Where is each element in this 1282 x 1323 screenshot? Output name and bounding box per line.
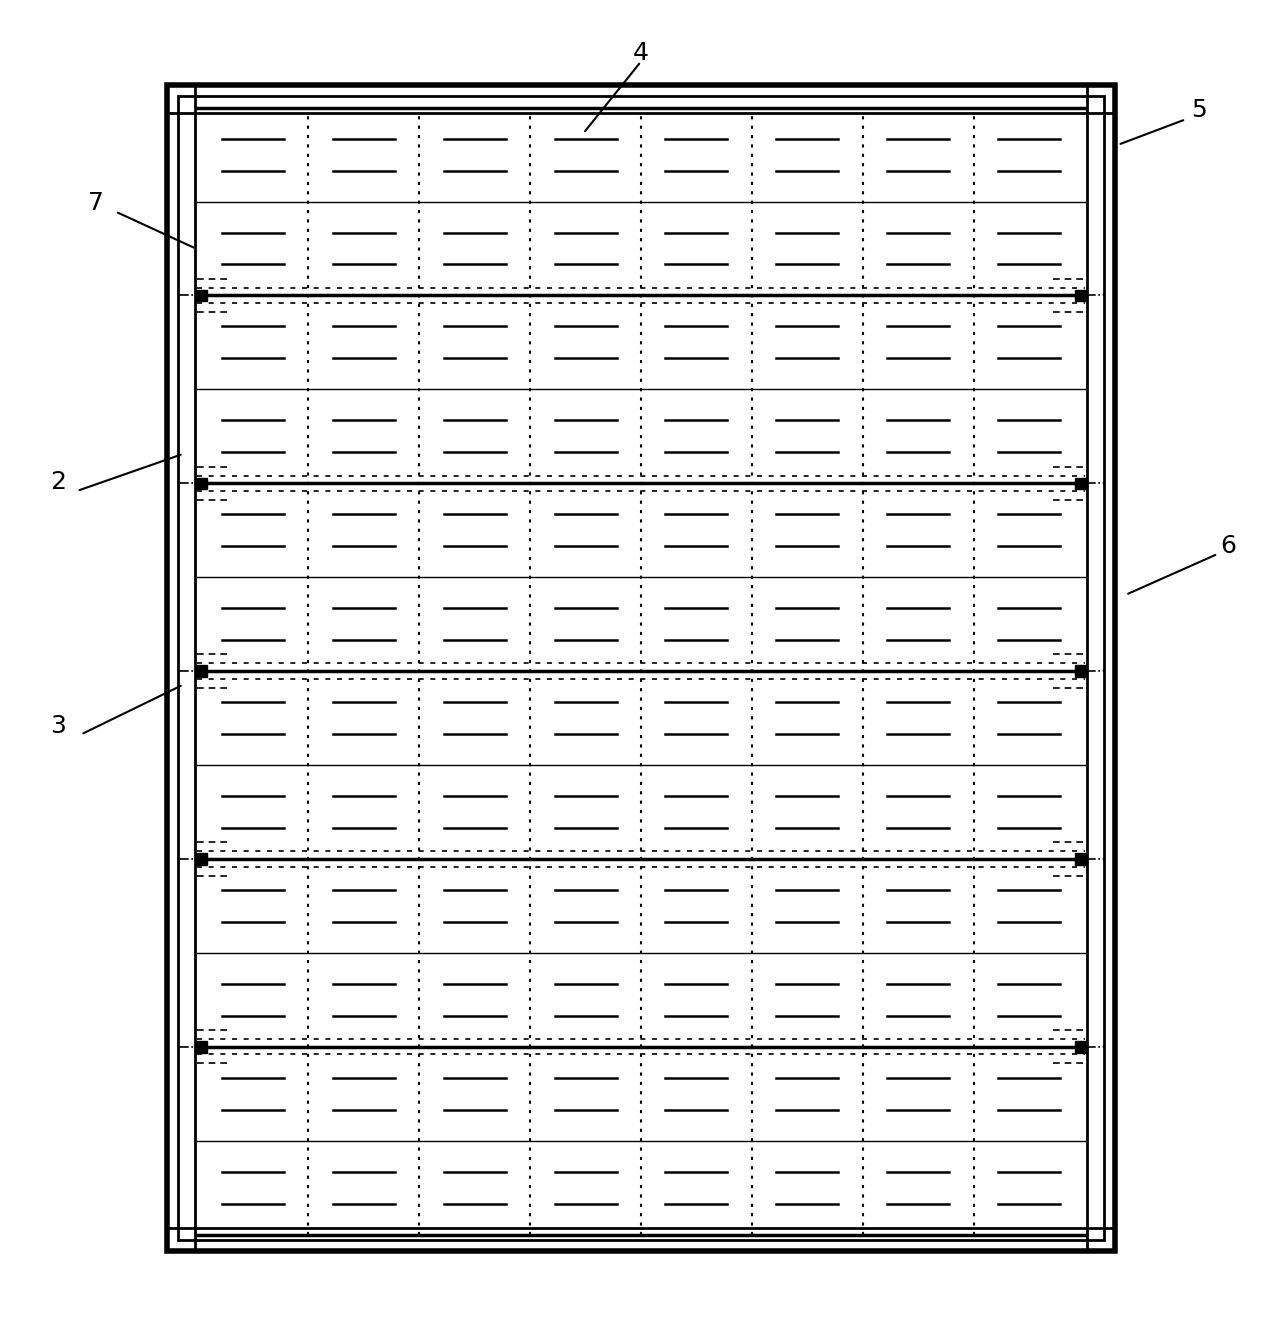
Text: 4: 4 bbox=[633, 41, 649, 65]
Bar bbox=[1076, 290, 1087, 302]
Text: 3: 3 bbox=[50, 713, 65, 738]
Bar bbox=[195, 1041, 208, 1053]
Bar bbox=[167, 85, 1115, 1252]
Bar bbox=[178, 97, 1104, 1240]
Text: 5: 5 bbox=[1191, 98, 1206, 122]
Text: 6: 6 bbox=[1220, 534, 1236, 558]
Bar bbox=[1076, 853, 1087, 865]
Bar bbox=[1076, 665, 1087, 677]
Bar bbox=[195, 290, 208, 302]
Bar bbox=[195, 853, 208, 865]
Text: 2: 2 bbox=[50, 470, 65, 493]
Bar bbox=[195, 478, 208, 490]
Bar bbox=[1076, 1041, 1087, 1053]
Bar bbox=[195, 665, 208, 677]
Bar bbox=[1076, 478, 1087, 490]
Text: 7: 7 bbox=[88, 191, 104, 214]
